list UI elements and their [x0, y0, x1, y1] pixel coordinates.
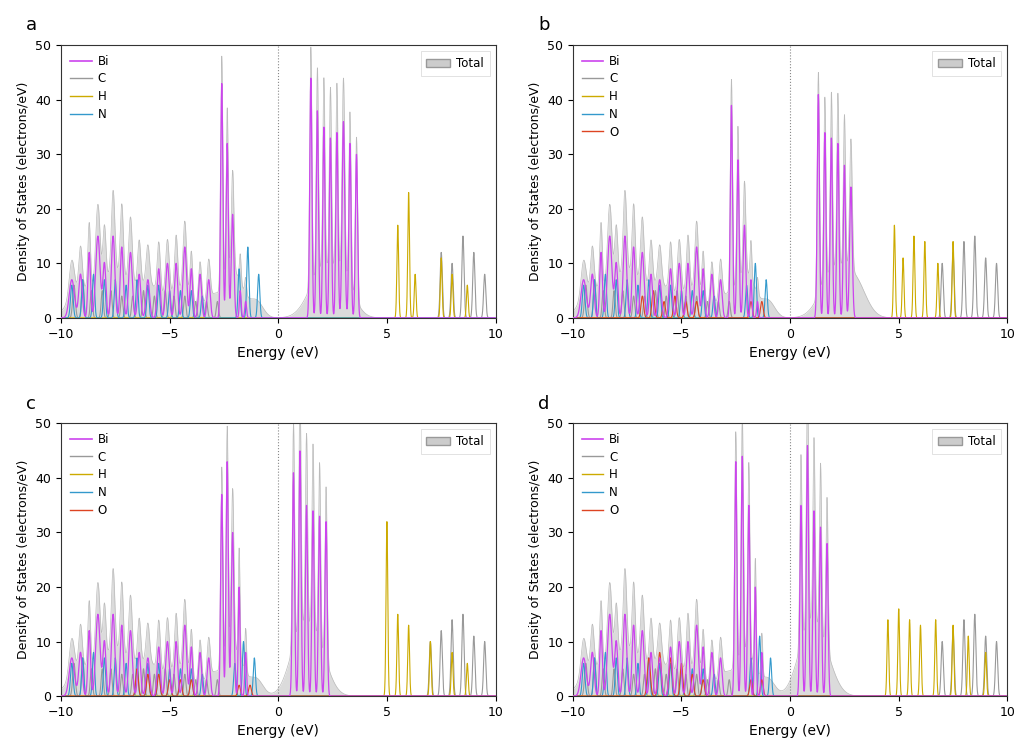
Text: d: d	[538, 395, 549, 412]
X-axis label: Energy (eV): Energy (eV)	[237, 346, 319, 360]
X-axis label: Energy (eV): Energy (eV)	[749, 724, 831, 738]
Text: b: b	[538, 17, 549, 34]
Legend: Total: Total	[933, 51, 1001, 76]
Text: a: a	[26, 17, 37, 34]
Legend: Total: Total	[933, 430, 1001, 455]
Y-axis label: Density of States (electrons/eV): Density of States (electrons/eV)	[528, 460, 542, 659]
X-axis label: Energy (eV): Energy (eV)	[237, 724, 319, 738]
Y-axis label: Density of States (electrons/eV): Density of States (electrons/eV)	[17, 460, 30, 659]
X-axis label: Energy (eV): Energy (eV)	[749, 346, 831, 360]
Y-axis label: Density of States (electrons/eV): Density of States (electrons/eV)	[528, 82, 542, 281]
Legend: Total: Total	[421, 430, 489, 455]
Text: c: c	[26, 395, 36, 412]
Y-axis label: Density of States (electrons/eV): Density of States (electrons/eV)	[17, 82, 30, 281]
Legend: Total: Total	[421, 51, 489, 76]
